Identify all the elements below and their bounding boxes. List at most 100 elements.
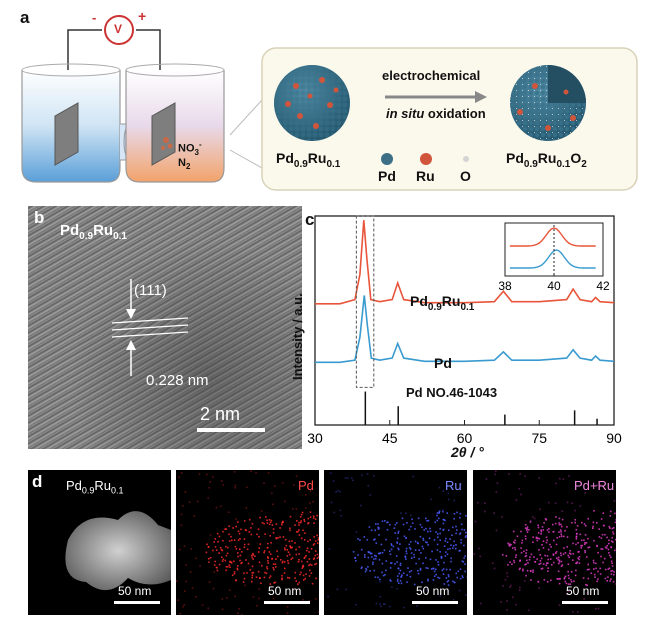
eds-pixel [541, 567, 544, 570]
eds-pixel [190, 548, 193, 550]
eds-pixel [552, 531, 555, 533]
eds-pixel [250, 470, 252, 472]
eds-pixel [252, 552, 254, 555]
eds-pixel [550, 546, 552, 548]
eds-pixel [252, 596, 255, 598]
eds-pixel [314, 540, 317, 542]
eds-pixel [538, 563, 540, 565]
eds-pixel [609, 527, 611, 529]
eds-pixel [552, 523, 554, 526]
eds-pixel [318, 556, 319, 558]
eds-pixel [231, 539, 233, 542]
eds-pixel [230, 561, 233, 563]
eds-pixel [224, 528, 226, 530]
eds-pixel [580, 544, 582, 547]
eds-pixel [264, 533, 266, 535]
nitrogen-label: N2 [178, 157, 191, 172]
eds-pixel [281, 574, 283, 577]
eds-pixel [430, 568, 433, 570]
eds-pixel [459, 532, 462, 534]
eds-pixel [572, 559, 574, 561]
eds-pixel [541, 526, 544, 528]
eds-pixel [458, 550, 460, 552]
eds-pixel [555, 516, 557, 518]
eds-pixel [459, 516, 461, 519]
ru-map [324, 470, 467, 615]
eds-pixel [295, 548, 297, 551]
eds-pixel [437, 536, 439, 539]
eds-pixel [410, 525, 412, 528]
eds-pixel [504, 578, 507, 581]
eds-pixel [258, 547, 260, 549]
inset-xtick-label-1: 40 [547, 279, 561, 293]
eds-pixel [530, 553, 533, 556]
eds-pixel [462, 561, 465, 563]
eds-pixel [270, 542, 272, 544]
eds-pixel [547, 570, 549, 572]
xrd-series-0 [315, 220, 615, 305]
eds-pixel [449, 547, 451, 550]
eds-pixel [373, 558, 375, 560]
eds-pixel [574, 574, 577, 577]
eds-pixel [493, 512, 495, 514]
eds-pixel [298, 558, 300, 561]
eds-pixel [264, 571, 266, 574]
eds-pixel [384, 574, 386, 576]
eds-pixel [363, 554, 366, 556]
eds-pixel [374, 576, 377, 578]
eds-pixel [230, 535, 232, 538]
eds-pixel [366, 539, 369, 541]
eds-pixel [299, 573, 301, 576]
eds-pixel [535, 536, 538, 539]
eds-pixel [606, 544, 608, 547]
eds-pixel [460, 539, 462, 541]
eds-pixel [596, 522, 598, 524]
eds-pixel [561, 510, 564, 512]
eds-pixel [427, 530, 429, 533]
eds-pixel [406, 581, 408, 583]
eds-pixel [267, 557, 269, 559]
eds-pixel [502, 585, 504, 587]
eds-pixel [317, 539, 319, 541]
eds-pixel [607, 568, 610, 570]
eds-pixel [518, 589, 521, 591]
eds-pixel [441, 569, 444, 572]
eds-pixel [316, 553, 319, 556]
eds-pixel [506, 572, 508, 574]
eds-pixel [391, 586, 393, 588]
eds-pixel [540, 529, 542, 531]
eds-pixel [547, 567, 550, 569]
legend-o-dot [463, 156, 469, 162]
eds-pixel [283, 561, 286, 563]
eds-pixel [333, 511, 336, 514]
eds-pixel [282, 536, 285, 538]
eds-pixel [396, 522, 398, 524]
eds-pixel [538, 587, 540, 589]
eds-pixel [425, 527, 427, 530]
arrow-text-bottom: in situ oxidation [386, 106, 486, 121]
eds-pixel [606, 580, 608, 582]
eds-pixel [514, 547, 516, 549]
eds-pixel [542, 529, 545, 531]
inset-series-1 [509, 249, 596, 269]
eds-pixel [600, 537, 603, 539]
eds-pixel [418, 549, 420, 551]
eds-pixel [421, 526, 423, 529]
eds-pixel [268, 519, 271, 521]
eds-pixel [437, 561, 439, 563]
eds-pixel [597, 578, 599, 580]
eds-pixel [364, 570, 367, 573]
eds-pixel [396, 537, 399, 540]
eds-pixel [460, 542, 462, 544]
eds-pixel [237, 612, 239, 614]
legend-o-label: O [460, 168, 471, 184]
eds-pixel [212, 549, 214, 552]
eds-pixel [545, 536, 548, 539]
eds-pixel [436, 543, 439, 546]
eds-pixel [588, 546, 591, 548]
eds-pixel [406, 522, 408, 524]
eds-pixel [224, 559, 227, 562]
eds-pixel [501, 554, 504, 556]
eds-pixel [367, 484, 370, 487]
eds-pixel [402, 523, 405, 526]
